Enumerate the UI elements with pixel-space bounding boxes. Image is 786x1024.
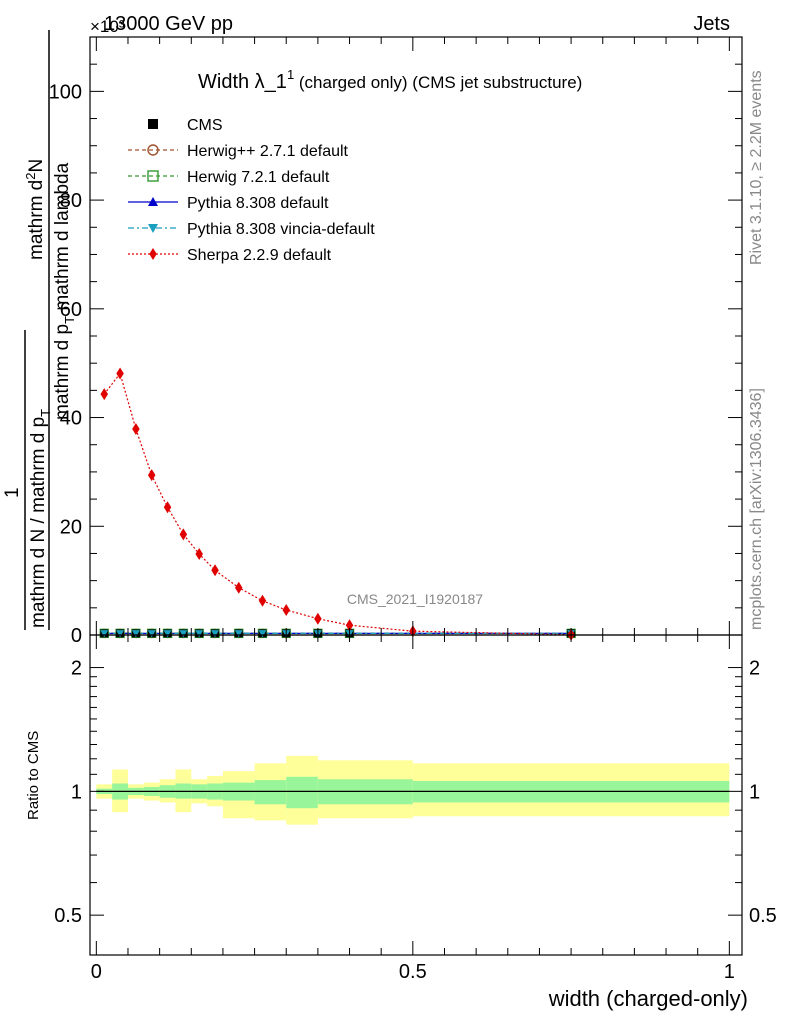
ytick-label: 40 [60, 408, 82, 430]
point-5-7 [211, 564, 219, 577]
point-4-2 [131, 630, 140, 638]
main-y-label: mathrm d2N mathrm d pT mathrm d lambda 1… [2, 30, 77, 630]
legend-marker-5 [149, 248, 157, 260]
ratio-bands [96, 755, 730, 825]
point-5-0 [100, 388, 108, 401]
legend-label-2: Herwig 7.2.1 default [187, 169, 330, 186]
legend-marker-0 [148, 119, 158, 129]
xtick-label: 0 [91, 961, 102, 983]
point-5-3 [147, 469, 156, 482]
point-4-4 [163, 630, 172, 638]
mcplots-label: mcplots.cern.ch [arXiv:1306.3436] [748, 388, 765, 630]
point-5-2 [132, 422, 140, 435]
legend-label-4: Pythia 8.308 vincia-default [187, 221, 375, 238]
band-stat-10 [286, 776, 318, 809]
ratio-ytick-label-right: 1 [749, 781, 760, 803]
ratio-frame [89, 634, 743, 956]
legend-label-1: Herwig++ 2.7.1 default [187, 143, 349, 160]
point-5-4 [163, 501, 172, 514]
header-right: Jets [693, 13, 730, 35]
point-5-10 [282, 603, 290, 616]
point-4-3 [147, 630, 156, 638]
sherpa-line [103, 372, 572, 636]
ytick-label: 60 [60, 299, 82, 321]
ratio-y-label: Ratio to CMS [25, 731, 42, 820]
legend-marker-1 [147, 144, 159, 156]
rivet-label: Rivet 3.1.10, ≥ 2.2M events [748, 70, 765, 265]
ytick-label: 20 [60, 516, 82, 538]
legend-marker-2 [147, 170, 159, 182]
header-left: 13000 GeV pp [104, 13, 233, 35]
point-5-11 [314, 612, 322, 625]
point-4-0 [100, 630, 109, 638]
ylabel-left-num: 1 [2, 487, 23, 498]
x-axis-label: width (charged-only) [548, 986, 748, 1011]
legend-label-3: Pythia 8.308 default [187, 195, 329, 212]
ratio-ytick-label: 0.5 [54, 905, 82, 927]
main-panel: 0 20 40 60 80 100 [49, 36, 743, 647]
point-4-1 [116, 630, 125, 638]
ratio-ytick-label-right: 0.5 [749, 905, 777, 927]
xtick-label: 1 [724, 961, 735, 983]
legend-marker-4 [148, 224, 158, 233]
watermark: CMS_2021_I1920187 [347, 591, 483, 607]
main-ticks: 0 20 40 60 80 100 [49, 36, 742, 647]
series-line-5 [103, 372, 572, 636]
legend-label-5: Sherpa 2.2.9 default [187, 247, 332, 264]
point-5-12 [345, 619, 354, 632]
y-exponent: ×10³ [90, 17, 125, 36]
ratio-panel: 0.5 0.5 1 1 2 2 0 0.5 1 [54, 634, 777, 983]
point-4-9 [258, 630, 267, 638]
point-5-6 [195, 547, 203, 560]
ratio-ticks: 0.5 0.5 1 1 2 2 0 0.5 1 [54, 635, 777, 983]
ytick-label: 100 [49, 81, 82, 103]
point-4-8 [234, 630, 243, 638]
chart-title: Width λ_11 (charged only) (CMS jet subst… [198, 67, 582, 93]
legend-marker-3 [148, 197, 158, 206]
ylabel-num: mathrm d2N [23, 159, 47, 260]
point-5-8 [235, 581, 243, 594]
main-markers [99, 367, 576, 641]
ylabel-den: mathrm d pT mathrm d lambda [52, 162, 77, 420]
point-5-9 [258, 594, 267, 607]
xtick-label: 0.5 [399, 961, 427, 983]
legend: CMS Herwig++ 2.7.1 default Herwig 7.2.1 de… [128, 117, 375, 264]
legend-label-0: CMS [187, 117, 223, 134]
ratio-ytick-label-right: 2 [749, 658, 760, 680]
ratio-ytick-label: 1 [71, 781, 82, 803]
ylabel-left-den: mathrm d N / mathrm d pT [28, 409, 53, 628]
ytick-label: 80 [60, 190, 82, 212]
point-4-6 [195, 630, 204, 638]
ratio-ytick-label: 2 [71, 658, 82, 680]
point-4-7 [211, 630, 220, 638]
point-5-1 [116, 367, 124, 380]
point-4-5 [179, 630, 188, 638]
ytick-label: 0 [71, 625, 82, 647]
point-5-5 [179, 528, 188, 541]
band-stat-9 [254, 780, 287, 805]
